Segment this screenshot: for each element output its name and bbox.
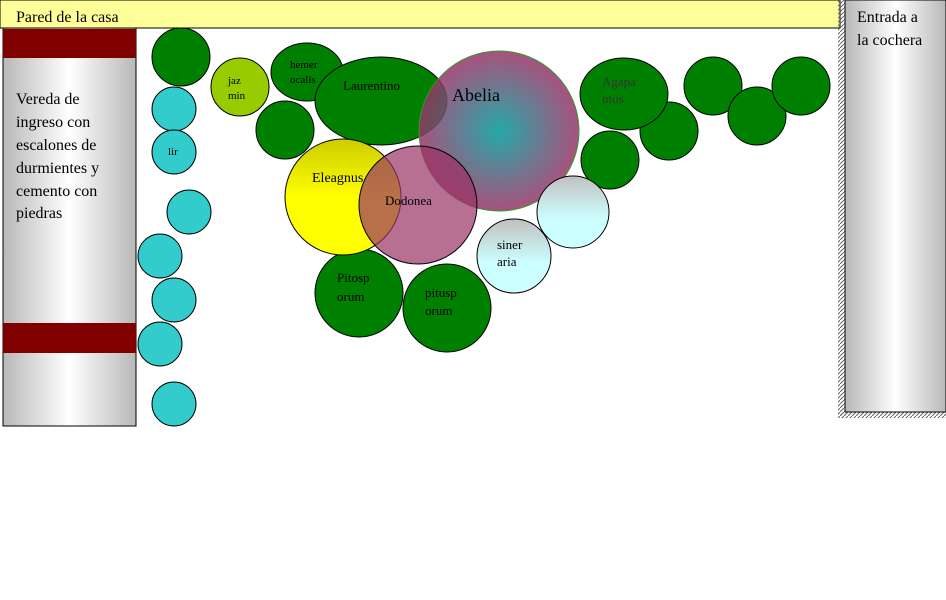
dodonea — [358, 145, 478, 265]
shrubs — [137, 27, 831, 427]
walkway — [2, 27, 137, 427]
lily — [151, 277, 197, 323]
shrub-pale — [536, 175, 610, 249]
plant-label: pitusp — [425, 285, 457, 300]
step — [3, 29, 136, 58]
hatch-border — [838, 0, 846, 418]
wall-label: Pared de la casa — [16, 9, 119, 26]
plant-label: Abelia — [452, 85, 500, 105]
plant-label: Laurentino — [343, 78, 400, 93]
shrub — [580, 130, 640, 190]
walkway-line: ingreso con — [16, 114, 90, 131]
plant-label: ntos — [602, 91, 624, 106]
hatch-border — [838, 412, 946, 418]
plant-label: ocalis — [290, 74, 316, 86]
plant-label: Dodonea — [385, 193, 432, 208]
plant-label: lir — [168, 146, 178, 158]
shrub — [727, 86, 787, 146]
garage-entrance — [844, 0, 946, 413]
house-wall — [0, 0, 841, 29]
lily — [137, 321, 183, 367]
entrance-line: Entrada a — [857, 9, 918, 26]
shrub — [151, 27, 211, 87]
plant-label: aria — [497, 254, 517, 269]
plant-label: Pitosp — [337, 270, 370, 285]
plant-label: orum — [337, 289, 364, 304]
plant-labels: jaz min hemer ocalis Laurentino Abelia A… — [168, 59, 636, 318]
plant-label: min — [228, 90, 246, 102]
lily — [166, 189, 212, 235]
pittosporum — [402, 263, 492, 353]
plant-label: jaz — [227, 75, 241, 87]
lily — [151, 381, 197, 427]
entrance-line: la cochera — [857, 32, 922, 49]
jasmine — [210, 57, 270, 117]
shrub — [255, 100, 315, 160]
lily — [137, 233, 183, 279]
step — [3, 323, 136, 353]
walkway-line: cemento con — [16, 183, 97, 200]
plant-label: Agapa — [602, 74, 636, 89]
plant-label: orum — [425, 303, 452, 318]
plant-label: Eleagnus — [312, 171, 363, 186]
lily — [151, 129, 197, 175]
walkway-line: piedras — [16, 205, 62, 222]
lily — [151, 86, 197, 132]
shrub — [771, 56, 831, 116]
cineraria — [476, 218, 552, 294]
walkway-line: escalones de — [16, 137, 96, 154]
walkway-text: Vereda de ingreso con escalones de durmi… — [16, 91, 99, 222]
agapanthus — [579, 57, 669, 131]
plant-label: siner — [497, 237, 523, 252]
plant-label: hemer — [290, 59, 318, 71]
shrub — [683, 56, 743, 116]
walkway-line: durmientes y — [16, 160, 99, 177]
walkway-line: Vereda de — [16, 91, 80, 108]
